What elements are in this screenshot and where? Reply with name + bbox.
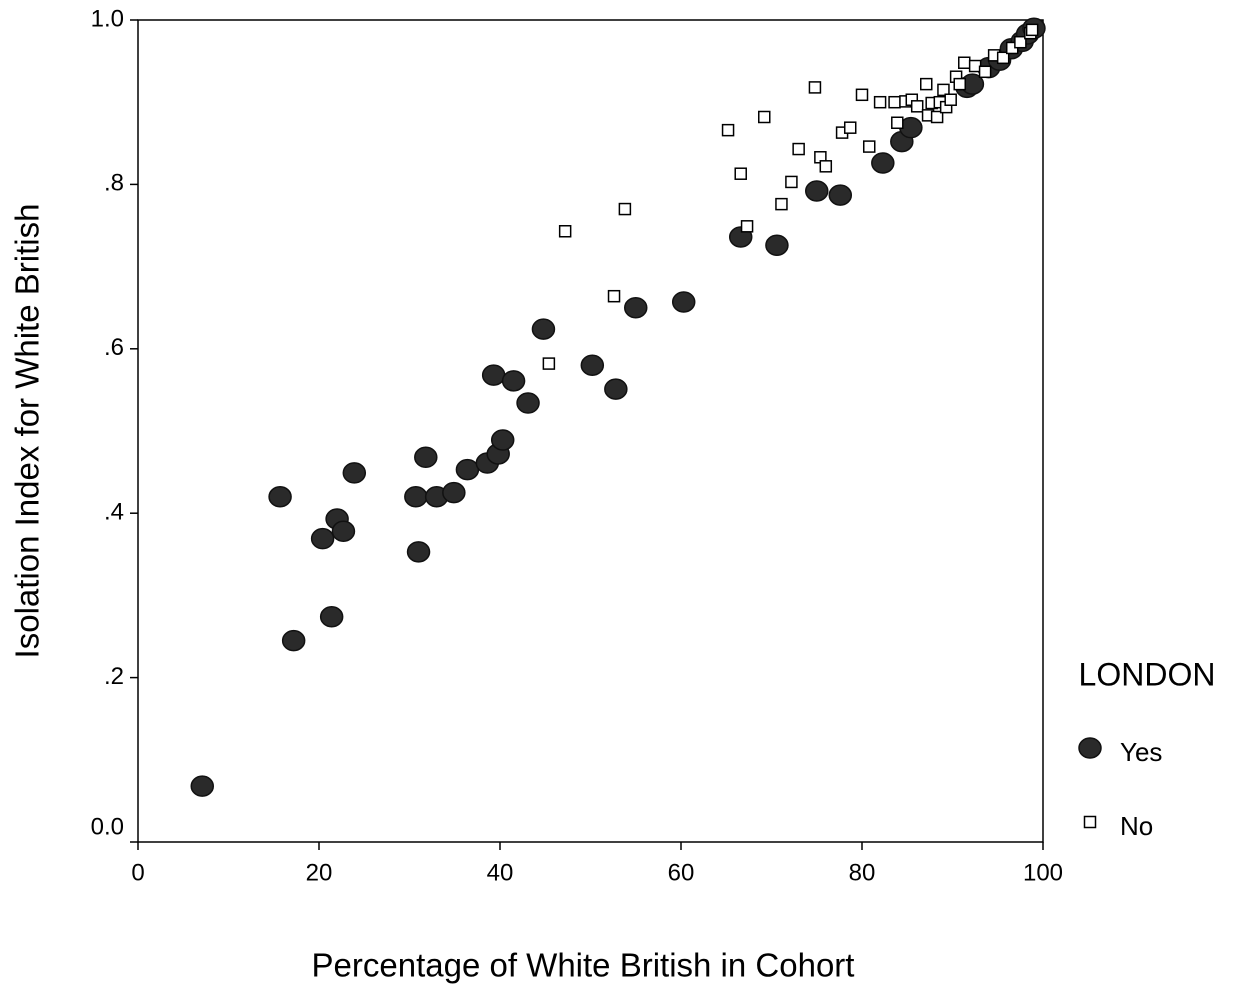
- legend-marker: [1083, 815, 1097, 829]
- point: [910, 100, 924, 113]
- legend-label: No: [1120, 811, 1153, 841]
- point: [785, 175, 798, 189]
- point: [996, 51, 1010, 65]
- point: [740, 220, 754, 233]
- plot-frame: [137, 19, 1044, 843]
- point: [944, 93, 957, 106]
- point: [734, 167, 747, 180]
- y-tick-label: 0.0: [91, 813, 124, 840]
- point: [721, 123, 735, 137]
- point: [843, 121, 857, 134]
- point: [580, 354, 605, 376]
- x-axis-title: Percentage of White British in Cohort: [312, 947, 855, 984]
- x-tick-label: 0: [131, 859, 144, 886]
- point: [406, 541, 431, 563]
- point: [671, 291, 696, 313]
- point: [281, 629, 306, 652]
- legend-title: LONDON: [1079, 656, 1216, 692]
- point: [414, 446, 438, 469]
- point: [862, 140, 876, 153]
- point: [558, 225, 572, 238]
- x-tick-label: 60: [668, 859, 695, 886]
- point: [930, 110, 944, 124]
- y-tick-label: .4: [104, 499, 124, 526]
- y-tick-label: .8: [104, 170, 124, 197]
- point: [1025, 23, 1039, 37]
- point: [808, 81, 822, 94]
- point: [455, 458, 480, 481]
- y-tick-label: 1.0: [91, 5, 124, 32]
- point: [481, 364, 506, 386]
- point: [604, 378, 628, 400]
- point: [404, 486, 428, 508]
- point: [888, 95, 901, 109]
- point: [873, 95, 887, 109]
- point: [319, 606, 344, 628]
- y-tick-label: .2: [104, 663, 124, 690]
- point: [891, 116, 904, 129]
- point: [953, 77, 966, 91]
- point: [607, 289, 621, 303]
- point: [828, 184, 853, 206]
- point: [542, 357, 556, 370]
- point: [618, 202, 632, 216]
- x-tick-label: 40: [487, 859, 514, 886]
- point: [624, 296, 648, 319]
- point: [331, 520, 356, 543]
- point: [490, 429, 515, 451]
- point: [1014, 35, 1027, 49]
- point: [855, 88, 869, 102]
- x-tick-label: 20: [306, 859, 333, 886]
- point: [792, 142, 805, 156]
- point: [531, 318, 556, 340]
- legend-label: Yes: [1120, 737, 1162, 767]
- y-axis-title: Isolation Index for White British: [9, 204, 46, 659]
- point: [978, 65, 992, 79]
- x-tick-label: 100: [1023, 859, 1063, 886]
- point: [958, 56, 971, 69]
- point: [920, 77, 933, 91]
- point: [765, 234, 789, 256]
- point: [268, 486, 292, 508]
- point: [442, 481, 466, 504]
- point: [805, 180, 829, 202]
- point: [758, 110, 771, 124]
- point: [342, 462, 367, 484]
- point: [310, 527, 335, 550]
- legend-marker: [1078, 737, 1102, 759]
- point: [819, 160, 833, 173]
- y-tick-label: .6: [104, 334, 124, 361]
- point: [190, 775, 215, 797]
- point: [871, 152, 895, 174]
- point: [775, 197, 788, 211]
- x-tick-label: 80: [849, 859, 876, 886]
- point: [937, 83, 950, 97]
- point: [516, 392, 540, 414]
- point: [501, 370, 526, 392]
